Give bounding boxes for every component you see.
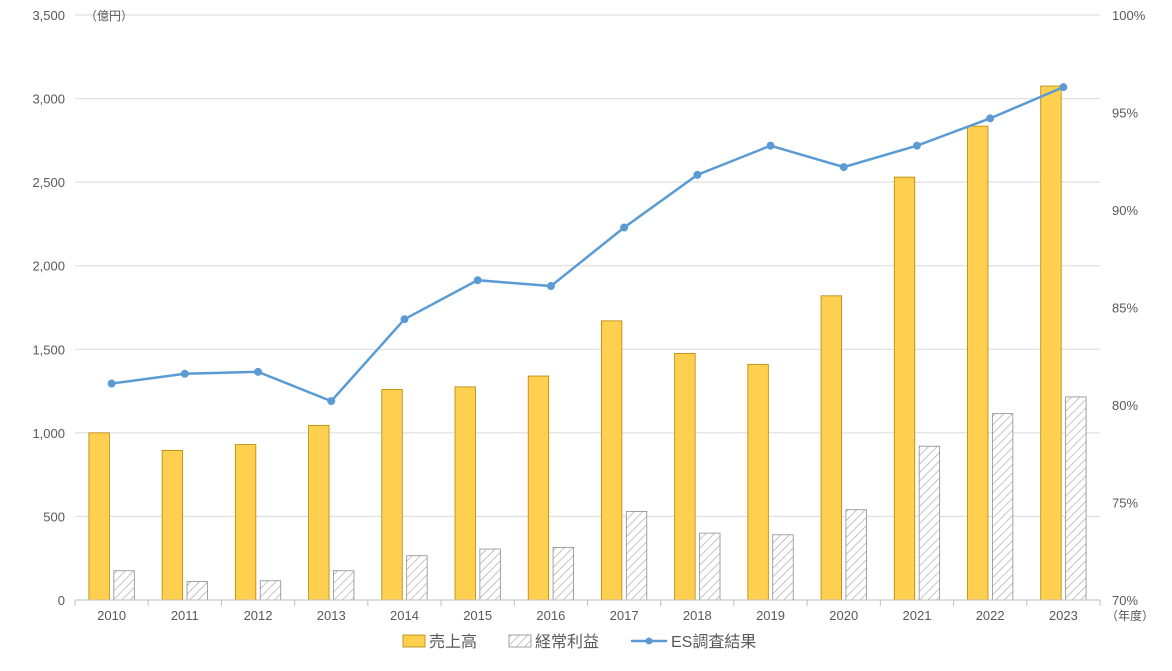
legend-item: 売上高 — [403, 633, 477, 651]
legend: 売上高 経常利益 ES調査結果 — [403, 633, 756, 651]
bar-sales — [528, 376, 549, 600]
x-tick-label: 2012 — [244, 608, 273, 623]
y-right-tick-label: 85% — [1112, 301, 1138, 316]
x-tick-label: 2014 — [390, 608, 419, 623]
y-right-tick-label: 100% — [1112, 8, 1146, 23]
bar-profit — [626, 511, 647, 600]
marker-es — [328, 398, 335, 405]
bar-sales — [821, 296, 842, 600]
y-left-tick-label: 2,500 — [32, 175, 65, 190]
x-tick-label: 2013 — [317, 608, 346, 623]
x-tick-label: 2015 — [463, 608, 492, 623]
y-left-tick-label: 3,000 — [32, 92, 65, 107]
y-right-tick-label: 80% — [1112, 398, 1138, 413]
marker-es — [840, 164, 847, 171]
bar-profit — [480, 549, 501, 600]
bar-profit — [1066, 397, 1087, 600]
chart-svg: 2010 2011 2012 2013 2014 2015 2016 2017 2018 2019… — [0, 0, 1172, 671]
bar-profit — [333, 571, 354, 600]
bar-sales — [1041, 86, 1062, 600]
bar-profit — [700, 533, 721, 600]
bar-profit — [407, 556, 428, 600]
x-tick-label: 2016 — [536, 608, 565, 623]
x-tick-label: 2022 — [976, 608, 1005, 623]
legend-swatch-bar1 — [403, 635, 425, 647]
marker-es — [767, 142, 774, 149]
marker-es — [108, 380, 115, 387]
bar-sales — [748, 364, 769, 600]
marker-es — [987, 115, 994, 122]
bar-profit — [553, 547, 574, 600]
marker-es — [1060, 84, 1067, 91]
bar-profit — [992, 414, 1013, 600]
x-tick-label: 2018 — [683, 608, 712, 623]
y-right-tick-label: 75% — [1112, 496, 1138, 511]
marker-es — [401, 316, 408, 323]
y-left-tick-label: 2,000 — [32, 259, 65, 274]
line-es — [112, 87, 1064, 401]
marker-es — [621, 224, 628, 231]
x-tick-label: 2017 — [610, 608, 639, 623]
y-right-tick-label: 70% — [1112, 593, 1138, 608]
bar-sales — [309, 425, 330, 600]
legend-label-bar1: 売上高 — [429, 633, 477, 651]
marker-es — [547, 283, 554, 290]
bar-sales — [675, 353, 696, 600]
legend-item: ES調査結果 — [631, 633, 756, 651]
bar-profit — [187, 582, 208, 600]
legend-item: 経常利益 — [509, 633, 599, 651]
x-unit-label: （年度） — [1106, 608, 1154, 623]
bar-sales — [894, 177, 915, 600]
marker-es — [474, 277, 481, 284]
legend-label-bar2: 経常利益 — [535, 633, 599, 651]
marker-es — [181, 370, 188, 377]
y-left-tick-label: 1,500 — [32, 342, 65, 357]
x-tick-label: 2020 — [829, 608, 858, 623]
y-left-unit-label: （億円） — [85, 9, 133, 23]
bar-profit — [773, 535, 794, 600]
x-tick-label: 2021 — [903, 608, 932, 623]
bar-profit — [846, 510, 867, 600]
legend-swatch-marker — [646, 638, 653, 645]
y-left-tick-label: 3,500 — [32, 8, 65, 23]
y-right-tick-label: 90% — [1112, 203, 1138, 218]
x-tick-label: 2019 — [756, 608, 785, 623]
bar-sales — [235, 445, 256, 600]
x-tick-label: 2010 — [97, 608, 126, 623]
bar-profit — [114, 571, 135, 600]
bar-sales — [162, 450, 183, 600]
legend-label-line: ES調査結果 — [671, 633, 756, 651]
chart-stage: 2010 2011 2012 2013 2014 2015 2016 2017 2018 2019… — [0, 0, 1172, 671]
y-left-tick-label: 0 — [58, 593, 65, 608]
bar-sales — [382, 389, 403, 600]
marker-es — [694, 171, 701, 178]
bar-sales — [967, 126, 988, 600]
marker-es — [255, 368, 262, 375]
bar-profit — [260, 581, 281, 600]
legend-swatch-bar2 — [509, 635, 531, 647]
bar-profit — [919, 446, 940, 600]
x-tick-label: 2023 — [1049, 608, 1078, 623]
y-right-tick-label: 95% — [1112, 106, 1138, 121]
bar-sales — [455, 387, 476, 600]
x-tick-label: 2011 — [171, 608, 199, 623]
bar-sales — [89, 433, 110, 600]
bar-sales — [601, 321, 622, 600]
y-left-tick-label: 1,000 — [32, 426, 65, 441]
marker-es — [913, 142, 920, 149]
y-left-tick-label: 500 — [43, 509, 65, 524]
